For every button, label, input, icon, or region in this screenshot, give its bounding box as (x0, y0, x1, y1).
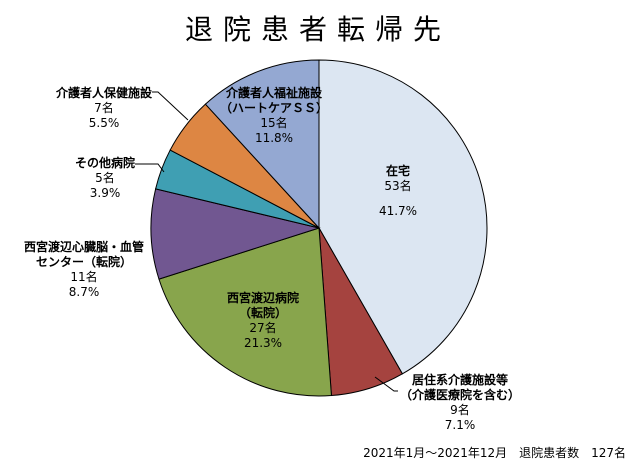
chart-title: 退院患者転帰先 (184, 13, 451, 46)
slice-label-rouken: 介護者人保健施設 7名 5.5% (34, 86, 174, 131)
slice-percent: 3.9% (89, 186, 121, 200)
slice-count: 15名 (260, 116, 288, 130)
slice-count: 11名 (70, 270, 98, 284)
slice-category-sub: （転院） (238, 306, 287, 320)
slice-category-sub: センター（転院） (35, 255, 132, 269)
slice-percent: 21.3% (243, 336, 283, 350)
pie-slice-shinzo (150, 188, 321, 280)
slice-category: 西宮渡辺心臓脳・血管 (23, 240, 144, 254)
slice-percent: 7.1% (444, 418, 476, 432)
total-note: 2021年1月～2021年12月 退院患者数 127名 (363, 446, 626, 460)
slice-label-shinzo: 西宮渡辺心臓脳・血管 センター（転院） 11名 8.7% (14, 240, 154, 300)
slice-category: 西宮渡辺病院 (226, 291, 299, 305)
leader-line-sonota (135, 163, 165, 173)
slice-category: 介護者人福祉施設 (225, 86, 322, 100)
slice-percent: 5.5% (88, 116, 120, 130)
slice-label-sonota: その他病院 5名 3.9% (60, 156, 150, 201)
slice-percent: 11.8% (254, 131, 294, 145)
slice-label-zaitaku: 在宅 53名 41.7% (368, 164, 428, 219)
slice-count: 9名 (450, 403, 470, 417)
slice-count: 53名 (384, 179, 412, 193)
slice-count: 7名 (94, 101, 114, 115)
pie-slice-nishimiya (158, 227, 332, 397)
leader-line-kyojyu (374, 376, 398, 392)
slice-count: 27名 (249, 321, 277, 335)
slice-category-sub: （ハートケアＳＳ） (219, 101, 328, 115)
slice-label-tokuyou: 介護者人福祉施設 （ハートケアＳＳ） 15名 11.8% (206, 86, 342, 146)
slice-label-kyojyu: 居住系介護施設等 （介護医療院を含む） 9名 7.1% (385, 373, 535, 433)
slice-label-nishimiya: 西宮渡辺病院 （転院） 27名 21.3% (208, 291, 318, 351)
leader-line-rouken (152, 91, 189, 121)
slice-category: 在宅 (385, 164, 410, 178)
slice-percent: 41.7% (378, 204, 418, 218)
pie-slice-zaitaku (318, 59, 488, 375)
slice-category: その他病院 (74, 156, 135, 170)
slice-category-sub: （介護医療院を含む） (399, 388, 520, 402)
slice-category: 居住系介護施設等 (411, 373, 508, 387)
pie-slice-tokuyou (204, 59, 320, 230)
slice-count: 5名 (95, 171, 115, 185)
slice-percent: 8.7% (68, 285, 100, 299)
slice-category: 介護者人保健施設 (55, 86, 152, 100)
